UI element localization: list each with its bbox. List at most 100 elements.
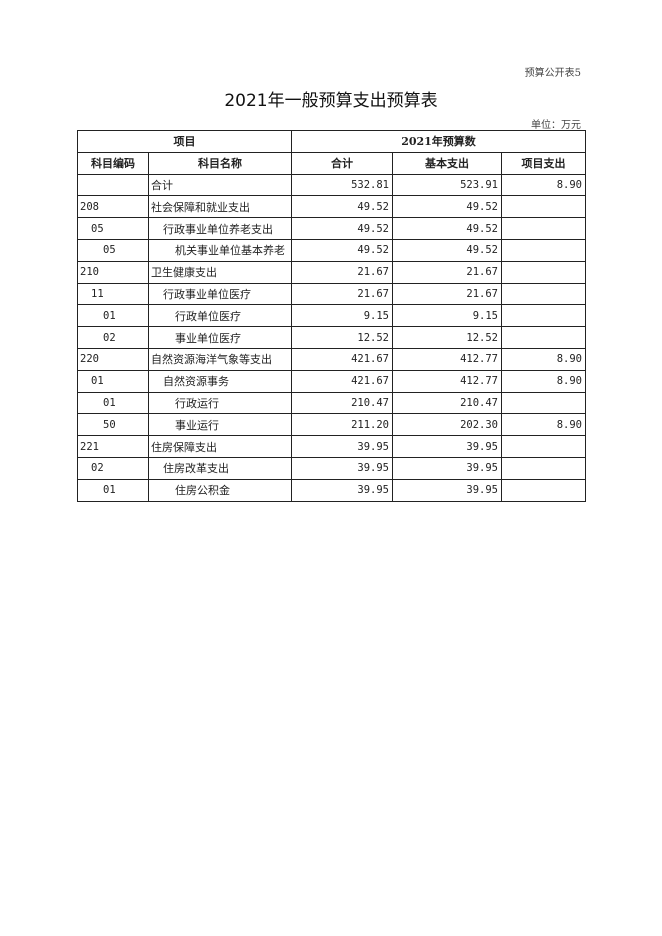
cell-name: 行政事业单位养老支出 <box>148 217 292 240</box>
cell-total: 12.52 <box>291 326 393 349</box>
cell-code: 221 <box>77 435 149 458</box>
document-tag: 预算公开表5 <box>524 68 581 79</box>
cell-total: 210.47 <box>291 391 393 415</box>
cell-project <box>500 260 587 284</box>
cell-project <box>500 326 587 349</box>
cell-total: 39.95 <box>291 456 393 480</box>
header-total: 合计 <box>291 151 393 175</box>
cell-basic: 39.95 <box>392 478 502 502</box>
cell-basic: 523.91 <box>392 173 502 197</box>
cell-name: 社会保障和就业支出 <box>148 195 292 219</box>
table-row: 05 机关事业单位基本养老 49.52 49.52 <box>77 238 587 262</box>
table-row: 210 卫生健康支出 21.67 21.67 <box>77 260 587 284</box>
cell-code <box>77 173 149 197</box>
cell-code: 208 <box>77 195 149 219</box>
cell-project <box>500 391 587 415</box>
table-row: 01 住房公积金 39.95 39.95 <box>77 478 587 502</box>
table-row: 合计 532.81 523.91 8.90 <box>77 173 587 197</box>
cell-basic: 202.30 <box>392 413 502 437</box>
cell-name: 事业运行 <box>148 413 292 437</box>
cell-project: 8.90 <box>500 369 587 393</box>
unit-label: 单位：万元 <box>531 120 581 131</box>
cell-code: 01 <box>77 478 149 502</box>
cell-total: 21.67 <box>291 282 393 306</box>
cell-total: 21.67 <box>291 260 393 284</box>
cell-total: 9.15 <box>291 304 393 328</box>
cell-total: 49.52 <box>291 217 393 240</box>
cell-project: 8.90 <box>500 173 587 197</box>
cell-name: 机关事业单位基本养老 <box>148 238 292 262</box>
budget-table: 项目 2021年预算数 科目编码 科目名称 合计 基本支出 项目支出 合计 532… <box>77 130 587 502</box>
cell-total: 421.67 <box>291 369 393 393</box>
table-row: 50 事业运行 211.20 202.30 8.90 <box>77 413 587 437</box>
page-title: 2021年一般预算支出预算表 <box>224 91 438 111</box>
cell-project: 8.90 <box>500 413 587 437</box>
cell-name: 自然资源海洋气象等支出 <box>148 347 292 371</box>
cell-total: 49.52 <box>291 238 393 262</box>
cell-project <box>500 282 587 306</box>
cell-name: 自然资源事务 <box>148 369 292 393</box>
header-code: 科目编码 <box>77 151 149 175</box>
cell-basic: 412.77 <box>392 369 502 393</box>
header-item-group: 项目 <box>77 130 292 153</box>
cell-code: 210 <box>77 260 149 284</box>
cell-project <box>500 478 587 502</box>
table-row: 01 行政单位医疗 9.15 9.15 <box>77 304 587 328</box>
cell-project: 8.90 <box>500 347 587 371</box>
cell-code: 01 <box>77 369 149 393</box>
table-row: 221 住房保障支出 39.95 39.95 <box>77 435 587 458</box>
cell-total: 49.52 <box>291 195 393 219</box>
cell-basic: 21.67 <box>392 260 502 284</box>
cell-basic: 21.67 <box>392 282 502 306</box>
header-project: 项目支出 <box>500 151 587 175</box>
cell-project <box>500 304 587 328</box>
cell-code: 02 <box>77 456 149 480</box>
cell-code: 02 <box>77 326 149 349</box>
cell-name: 事业单位医疗 <box>148 326 292 349</box>
cell-basic: 49.52 <box>392 195 502 219</box>
table-row: 05 行政事业单位养老支出 49.52 49.52 <box>77 217 587 240</box>
table-row: 02 事业单位医疗 12.52 12.52 <box>77 326 587 349</box>
cell-code: 11 <box>77 282 149 306</box>
cell-basic: 12.52 <box>392 326 502 349</box>
cell-code: 220 <box>77 347 149 371</box>
cell-project <box>500 217 587 240</box>
table-row: 220 自然资源海洋气象等支出 421.67 412.77 8.90 <box>77 347 587 371</box>
cell-total: 421.67 <box>291 347 393 371</box>
cell-name: 住房公积金 <box>148 478 292 502</box>
cell-project <box>500 456 587 480</box>
cell-basic: 9.15 <box>392 304 502 328</box>
cell-code: 01 <box>77 304 149 328</box>
cell-name: 住房改革支出 <box>148 456 292 480</box>
cell-project <box>500 435 587 458</box>
cell-total: 211.20 <box>291 413 393 437</box>
header-row: 科目编码 科目名称 合计 基本支出 项目支出 <box>77 151 587 175</box>
header-basic: 基本支出 <box>392 151 502 175</box>
header-budget-group: 2021年预算数 <box>290 130 587 153</box>
cell-project <box>500 238 587 262</box>
cell-name: 住房保障支出 <box>148 435 292 458</box>
table-row: 11 行政事业单位医疗 21.67 21.67 <box>77 282 587 306</box>
cell-code: 01 <box>77 391 149 415</box>
header-name: 科目名称 <box>148 151 292 175</box>
table-row: 208 社会保障和就业支出 49.52 49.52 <box>77 195 587 219</box>
cell-name: 行政运行 <box>148 391 292 415</box>
cell-name: 合计 <box>148 173 292 197</box>
cell-basic: 412.77 <box>392 347 502 371</box>
cell-code: 05 <box>77 238 149 262</box>
table-row: 01 行政运行 210.47 210.47 <box>77 391 587 415</box>
cell-code: 50 <box>77 413 149 437</box>
cell-basic: 39.95 <box>392 435 502 458</box>
cell-code: 05 <box>77 217 149 240</box>
cell-total: 39.95 <box>291 478 393 502</box>
cell-project <box>500 195 587 219</box>
cell-name: 行政单位医疗 <box>148 304 292 328</box>
cell-basic: 49.52 <box>392 217 502 240</box>
header-group-row: 项目 2021年预算数 <box>77 130 587 153</box>
cell-basic: 39.95 <box>392 456 502 480</box>
cell-name: 行政事业单位医疗 <box>148 282 292 306</box>
table-row: 02 住房改革支出 39.95 39.95 <box>77 456 587 480</box>
cell-name: 卫生健康支出 <box>148 260 292 284</box>
cell-total: 532.81 <box>291 173 393 197</box>
cell-basic: 210.47 <box>392 391 502 415</box>
